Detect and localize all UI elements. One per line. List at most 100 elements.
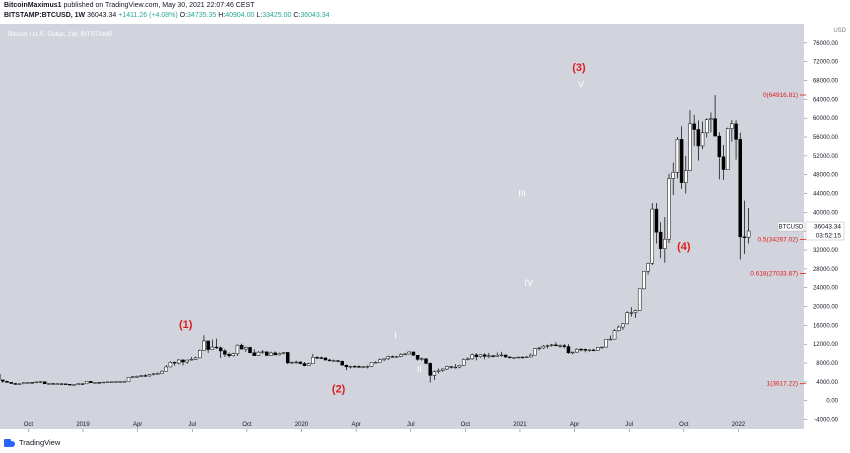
candle-body <box>445 366 449 370</box>
wave-label: IV <box>524 278 533 288</box>
wave-label: (4) <box>677 241 691 253</box>
price-axis: USD 76000.00 72000.00 68000.00 64000.00 60000… <box>804 28 847 424</box>
candle-body <box>256 351 261 356</box>
candle-body <box>214 346 219 349</box>
candle-body <box>679 139 684 183</box>
candle <box>147 374 152 377</box>
candle <box>403 352 407 356</box>
x-tick-label: Oct <box>242 422 252 428</box>
candle-body <box>336 360 340 362</box>
fib-level-label: 0.618(27033.67) <box>750 270 798 277</box>
candle <box>478 354 483 358</box>
candle-body <box>244 347 248 350</box>
y-tick-label: 16000.00 <box>813 323 839 329</box>
candle <box>118 381 122 383</box>
y-tick-label: 40000.00 <box>813 210 839 216</box>
candle-body <box>47 383 51 385</box>
fib-level-label: 0(64916.81) <box>763 92 798 99</box>
x-tick-label: Jul <box>407 422 415 428</box>
candle-body <box>332 360 336 362</box>
time-axis: Oct 2019 Apr Jul Oct 2020 Apr Jul Oct 2021 Apr Jul O… <box>24 422 746 432</box>
x-tick-label: 2020 <box>295 422 309 428</box>
candle-body <box>721 156 726 170</box>
candle <box>197 349 202 359</box>
candle <box>725 127 730 170</box>
price-chart[interactable]: Bitcoin / U.S. Dollar, 1W, BITSTAMP Oct 2… <box>0 24 850 434</box>
candle <box>239 343 244 350</box>
candle-body <box>399 354 403 357</box>
candle-body <box>667 178 671 240</box>
candle-body <box>390 356 395 358</box>
candle <box>474 353 479 361</box>
candle-body <box>294 361 298 364</box>
y-tick-label: 60000.00 <box>813 116 839 122</box>
candle <box>625 311 629 325</box>
candle <box>336 359 340 363</box>
wave-label: III <box>518 188 526 198</box>
candle <box>482 353 487 360</box>
candle-body <box>22 382 26 385</box>
candle-body <box>675 139 680 173</box>
candle-body <box>470 354 474 360</box>
candle <box>516 356 520 359</box>
candle-body <box>612 330 617 340</box>
author-name[interactable]: BitcoinMaximus1 <box>4 2 62 9</box>
candle <box>663 217 667 263</box>
candle-body <box>126 376 131 382</box>
candle <box>369 362 374 367</box>
y-tick-label: 52000.00 <box>813 154 839 160</box>
candle-body <box>478 354 483 357</box>
candle <box>114 381 118 383</box>
candle <box>524 356 529 358</box>
y-tick-label: 8000.00 <box>816 361 838 367</box>
y-tick-label: 44000.00 <box>813 192 839 198</box>
candle-body <box>76 383 80 385</box>
candle <box>642 270 646 290</box>
candle-body <box>353 366 357 368</box>
candle <box>97 382 101 384</box>
candle-body <box>717 135 722 158</box>
y-tick-label: 20000.00 <box>813 305 839 311</box>
y-tick-label: 12000.00 <box>813 342 839 348</box>
open-label: O: <box>179 12 188 19</box>
candle-body <box>566 346 571 354</box>
candle <box>172 361 177 366</box>
candle <box>105 381 110 383</box>
candle <box>545 344 550 349</box>
ohlc-line: BITSTAMP:BTCUSD, 1W 36043.34 +1411.26 (+… <box>4 12 330 19</box>
candle-body <box>608 338 613 341</box>
candle <box>80 383 85 385</box>
candle-body <box>130 376 135 378</box>
candle-body <box>181 359 185 363</box>
candle-body <box>420 358 424 360</box>
footer: TradingView <box>4 438 60 447</box>
candle <box>319 356 324 359</box>
candle <box>72 384 76 386</box>
candle <box>210 339 215 350</box>
candle-body <box>105 381 110 383</box>
y-tick-label: 28000.00 <box>813 267 839 273</box>
candle-body <box>373 362 378 364</box>
symbol-label: BITSTAMP:BTCUSD, 1W <box>4 12 86 19</box>
candle-body <box>306 363 311 366</box>
candle <box>68 384 72 386</box>
candle-body <box>151 373 156 375</box>
x-tick-label: 2019 <box>76 422 90 428</box>
candle-body <box>512 357 516 359</box>
open-value: 34735.35 <box>187 12 217 19</box>
candle-body <box>688 123 692 171</box>
candle-body <box>13 383 18 385</box>
candle-body <box>218 347 223 352</box>
candle <box>206 340 210 353</box>
candle-body <box>633 310 638 313</box>
candle-body <box>650 208 655 264</box>
footer-brand[interactable]: TradingView <box>19 438 61 447</box>
candle <box>721 145 726 180</box>
candle-body <box>143 375 148 377</box>
candle-body <box>97 382 101 384</box>
candle <box>382 358 386 362</box>
candle-body <box>625 312 629 325</box>
candle <box>269 351 273 356</box>
candle-body <box>160 370 164 374</box>
x-tick-label: Jul <box>625 422 633 428</box>
